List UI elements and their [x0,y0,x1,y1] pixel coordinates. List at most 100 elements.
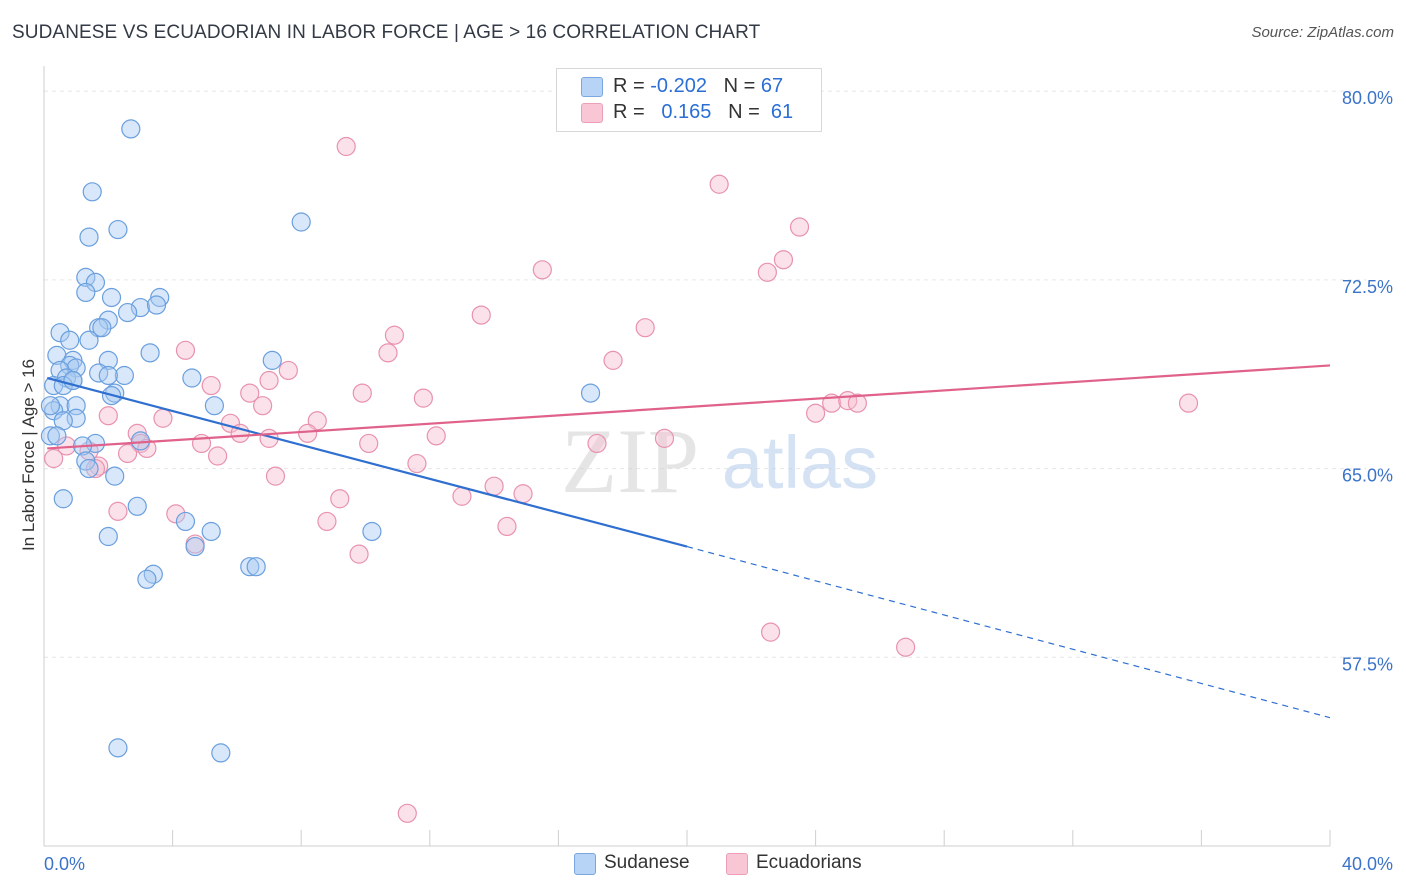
sudanese-point [79,458,99,479]
ecuadorian-point [240,383,260,403]
ecuadorian-point [359,433,379,454]
ecuadorian-point [137,438,157,459]
legend-swatch-blue [581,77,603,97]
ecuadorian-point [317,511,337,532]
ecuadorian-point [471,305,491,325]
sudanese-point [92,318,112,338]
sudanese-point [108,738,128,758]
ecuadorian-point [117,443,138,464]
ecuadorian-point [426,426,446,446]
sudanese-trend-extension [686,546,1331,719]
legend-r-label: R = [613,101,651,123]
sudanese-point [79,227,99,247]
ecuadorian-point [789,217,810,237]
legend-n-value: 67 [760,75,784,97]
ecuadorian-point [773,250,794,270]
ecuadorian-point [532,260,552,280]
correlation-legend: R = -0.202 N = 67 R = 0.165 N = 61 [556,68,822,132]
sudanese-point [580,383,601,403]
ecuadorian-point [259,370,279,391]
sudanese-point [137,569,157,589]
bottom-legend-label: Sudanese [604,852,690,873]
sudanese-point [44,401,64,421]
ecuadorian-point [298,423,318,443]
y-tick-label: 80.0% [1342,88,1393,108]
tick-labels: 57.5% 65.0% 72.5% 80.0% 0.0% 40.0% [44,88,1393,874]
ecuadorian-point [384,325,405,345]
watermark-atlas: atlas [722,421,878,504]
ecuadorian-point [175,340,196,360]
ecuadorian-point [153,408,173,428]
legend-n-value: 61 [770,101,794,123]
ecuadorian-point [265,466,286,486]
sudanese-point [262,350,282,370]
ecuadorian-point [208,446,228,466]
ecuadorian-point [603,350,623,370]
sudanese-point [47,426,67,446]
y-tick-label: 65.0% [1342,466,1393,486]
ecuadorian-point [413,388,433,408]
ecuadorian-point [896,637,916,657]
ecuadorian-point [635,318,655,338]
sudanese-point [66,358,86,378]
ecuadorian-point [805,403,826,423]
sudanese-point [50,396,70,416]
sudanese-point [76,282,96,303]
sudanese-point [98,365,118,386]
bottom-legend-label: Ecuadorians [756,852,862,873]
ecuadorian-point [230,423,250,443]
ecuadorian-point [1178,393,1199,413]
sudanese-point [50,323,70,343]
ecuadorian-point [497,516,517,537]
sudanese-trend-line [46,376,688,548]
chart-title: SUDANESE VS ECUADORIAN IN LABOR FORCE | … [12,22,761,43]
ecuadorian-point [757,262,777,282]
watermark-zip: ZIP [561,410,699,512]
ecuadorian-points [44,136,1199,823]
bottom-legend-swatch-blue [574,853,596,875]
ecuadorian-point [654,428,675,448]
sudanese-point [211,743,231,763]
legend-n-label: N = [723,75,761,97]
sudanese-point [53,489,73,509]
sudanese-point [85,272,106,292]
ecuadorian-point [760,622,781,642]
x-tick-label: 0.0% [44,854,85,874]
sudanese-point [362,521,382,542]
ecuadorian-point [201,375,221,396]
sudanese-point [182,368,202,388]
ecuadorian-point [397,803,417,823]
ecuadorian-point [108,501,128,521]
sudanese-point [114,365,134,386]
legend-swatch-pink [581,103,603,123]
y-tick-label: 72.5% [1342,277,1393,297]
sudanese-point [143,564,163,584]
sudanese-point [175,511,196,532]
sudanese-point [201,521,221,542]
sudanese-point [291,212,311,232]
sudanese-point [130,297,151,318]
sudanese-point [40,396,61,416]
ecuadorian-point [513,484,533,504]
ecuadorian-point [352,383,372,403]
sudanese-point [130,431,151,451]
ecuadorian-point [349,544,369,564]
ecuadorian-point [336,136,356,157]
ecuadorian-point [378,343,398,363]
sudanese-point [185,536,205,557]
sudanese-point [108,219,128,240]
ecuadorian-point [85,458,106,479]
sudanese-point [204,396,224,416]
watermark: ZIP atlas [561,410,878,512]
legend-r-value: -0.202 [650,75,707,97]
ecuadorian-point [253,396,273,416]
sudanese-point [121,119,141,139]
axes [43,66,1331,847]
y-tick-label: 57.5% [1342,654,1393,674]
source-label: Source: ZipAtlas.com [1251,24,1394,41]
sudanese-point [76,267,96,287]
ecuadorian-point [407,453,427,474]
ecuadorian-point [587,433,607,454]
ecuadorian-point [847,393,867,413]
